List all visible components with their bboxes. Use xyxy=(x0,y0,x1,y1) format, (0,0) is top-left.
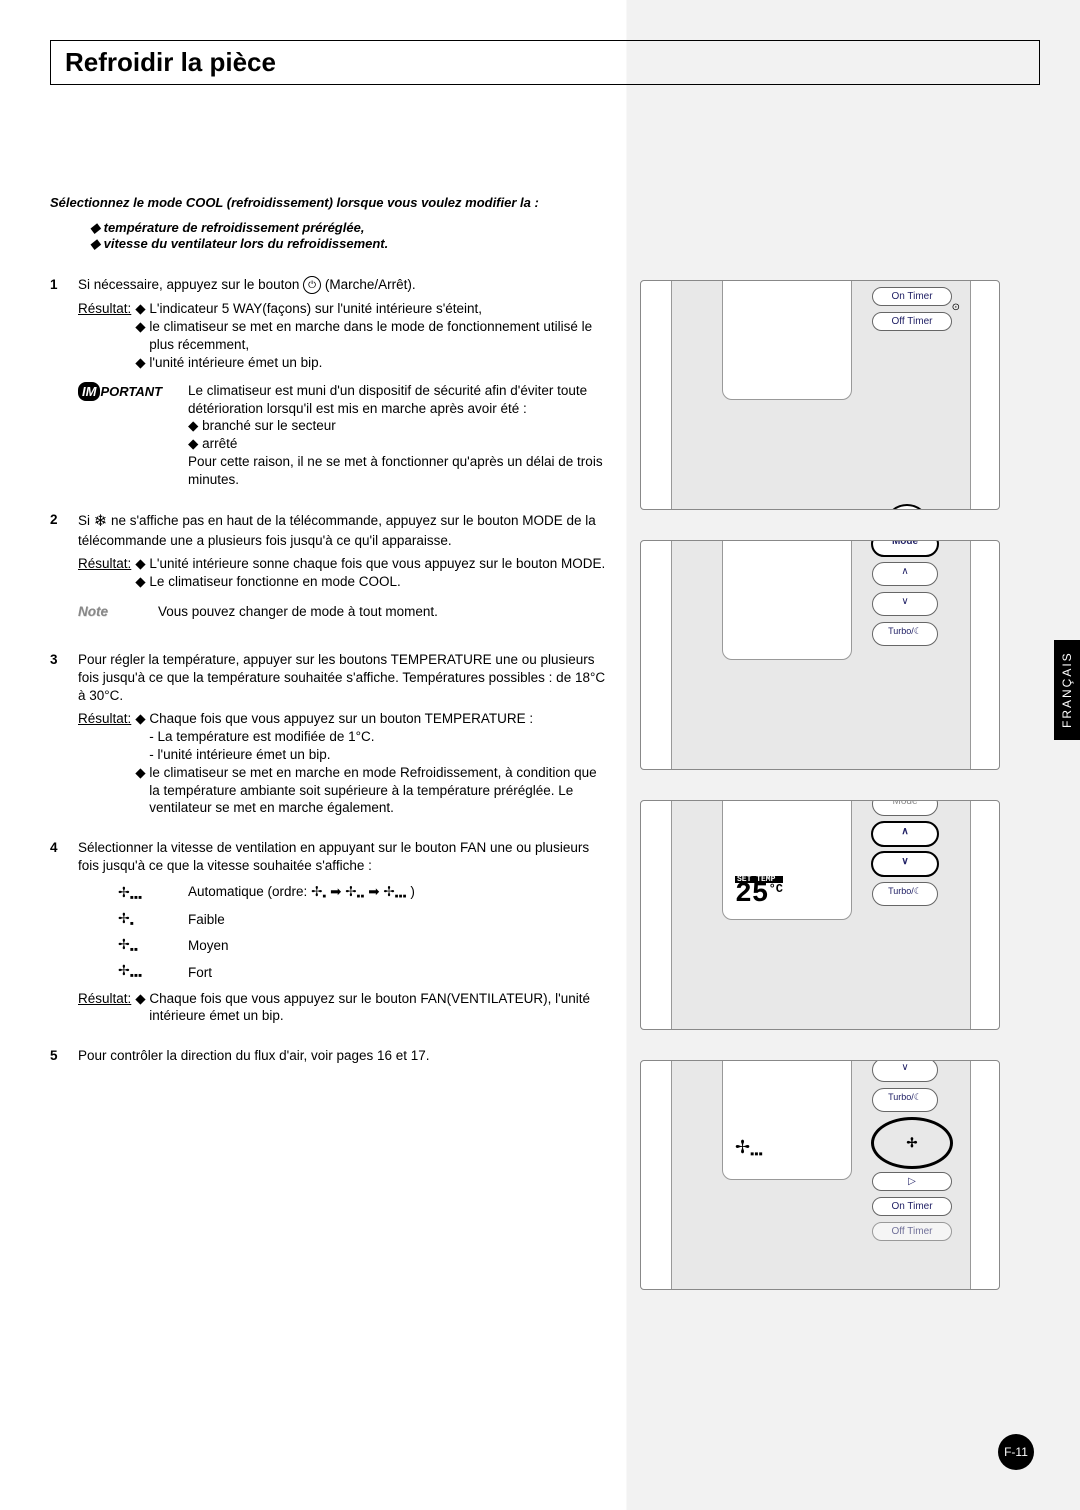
fan-auto-tail: ) xyxy=(410,884,415,899)
step4-text: Sélectionner la vitesse de ventilation e… xyxy=(78,840,589,873)
important-item: arrêté xyxy=(188,435,610,453)
temp-down-button: ∨ xyxy=(872,1060,938,1082)
mode-button: Mode xyxy=(872,540,938,556)
resultat-item: Chaque fois que vous appuyez sur le bout… xyxy=(135,990,610,1026)
temp-down-button: ∨ xyxy=(872,592,938,616)
screen-snowflake-icon: ❄ xyxy=(735,540,750,542)
resultat-item: l'unité intérieure émet un bip. xyxy=(135,354,610,372)
turbo-button: Turbo/☾ xyxy=(872,1088,938,1112)
fan-low: Faible xyxy=(188,911,225,929)
resultat-item: L'indicateur 5 WAY(façons) sur l'unité i… xyxy=(135,300,610,318)
language-tab: FRANÇAIS xyxy=(1054,640,1080,740)
power-icon: ⏻ xyxy=(303,276,321,294)
important-text: Le climatiseur est muni d'un dispositif … xyxy=(188,383,587,416)
resultat-label: Résultat: xyxy=(78,990,131,1026)
screen-fan-icon: ✢▪▪▪ xyxy=(735,1137,763,1161)
temp-display: SET TEMP 25°C xyxy=(735,876,783,905)
fan-med: Moyen xyxy=(188,937,229,955)
step-number: 1 xyxy=(50,276,78,489)
power-button: ⏻ xyxy=(884,504,930,510)
step-4: 4 Sélectionner la vitesse de ventilation… xyxy=(50,839,610,1025)
page-title: Refroidir la pièce xyxy=(65,47,1025,78)
step-number: 5 xyxy=(50,1047,78,1065)
screen-snowflake-icon: ❄ xyxy=(735,800,750,802)
resultat-item: le climatiseur se met en marche en mode … xyxy=(135,764,610,817)
fan-auto-icon: ✢▪▪▪ xyxy=(118,883,168,905)
fan-high: Fort xyxy=(188,964,212,982)
off-timer-button: Off Timer xyxy=(872,312,952,331)
swing-button: ▷ xyxy=(872,280,952,281)
page-title-box: Refroidir la pièce xyxy=(50,40,1040,85)
turbo-button: Turbo/☾ xyxy=(872,882,938,906)
important-item: branché sur le secteur xyxy=(188,417,610,435)
on-timer-button: On Timer xyxy=(872,1197,952,1216)
arrow-icon: ➡ xyxy=(330,884,341,899)
clock-icon: ⊙ xyxy=(952,302,960,313)
step-number: 2 xyxy=(50,511,78,621)
page-number: F-11 xyxy=(998,1434,1034,1470)
note-text: Vous pouvez changer de mode à tout momen… xyxy=(158,603,438,621)
resultat-item: le climatiseur se met en marche dans le … xyxy=(135,318,610,354)
resultat-item: Le climatiseur fonctionne en mode COOL. xyxy=(135,573,610,591)
intro-list: température de refroidissement préréglée… xyxy=(90,220,610,252)
resultat-lead: Chaque fois que vous appuyez sur un bout… xyxy=(135,710,610,728)
remote-4: ✢▪▪▪ ∧ ∨ Turbo/☾ ✢ ▷ On Timer Off Timer xyxy=(640,1060,1000,1290)
intro-item: température de refroidissement préréglée… xyxy=(90,220,610,236)
on-timer-button: On Timer xyxy=(872,287,952,306)
resultat-sub: - l'unité intérieure émet un bip. xyxy=(135,746,610,764)
swing-button: ▷ xyxy=(872,1172,952,1191)
step-number: 3 xyxy=(50,651,78,817)
note-label: Note xyxy=(78,603,158,621)
fan-icon: ✢ xyxy=(907,1135,918,1151)
step2-text-b: ne s'affiche pas en haut de la télécomma… xyxy=(78,513,596,548)
step-3: 3 Pour régler la température, appuyer su… xyxy=(50,651,610,817)
snowflake-icon: ❄ xyxy=(94,513,107,530)
important-tail: Pour cette raison, il ne se met à foncti… xyxy=(188,454,603,487)
fan-med-icon: ✢▪▪ xyxy=(118,935,168,957)
temp-up-button: ∧ xyxy=(872,562,938,586)
step-1: 1 Si nécessaire, appuyez sur le bouton ⏻… xyxy=(50,276,610,489)
resultat-sub: - La température est modifiée de 1°C. xyxy=(135,728,610,746)
fan-button: ✢ xyxy=(872,1118,952,1168)
temp-value: 25 xyxy=(735,879,769,910)
temp-unit: °C xyxy=(769,882,783,896)
temp-down-button: ∨ xyxy=(872,852,938,876)
fan-auto-label: Automatique (ordre: xyxy=(188,884,307,899)
step-number: 4 xyxy=(50,839,78,1025)
arrow-icon: ➡ xyxy=(368,884,379,899)
step-5: 5 Pour contrôler la direction du flux d'… xyxy=(50,1047,610,1065)
remote-2: ❄ Mode ∧ ∨ Turbo/☾ xyxy=(640,540,1000,770)
important-im: IM xyxy=(78,382,100,401)
off-timer-button: Off Timer xyxy=(872,1222,952,1241)
remote-illustrations: ▷ On Timer Off Timer ⊙ 5 Way ⏻ ❄ Mode ∧ xyxy=(640,280,1010,1320)
mode-button: Mode xyxy=(872,800,938,816)
step5-text: Pour contrôler la direction du flux d'ai… xyxy=(78,1048,430,1063)
remote-3: ❄ SET TEMP 25°C Mode ∧ ∨ Turbo/☾ xyxy=(640,800,1000,1030)
resultat-label: Résultat: xyxy=(78,555,131,591)
important-badge: IMPORTANT xyxy=(78,382,188,489)
step2-text-a: Si xyxy=(78,513,94,528)
step-2: 2 Si ❄ ne s'affiche pas en haut de la té… xyxy=(50,511,610,621)
step1-text-a: Si nécessaire, appuyez sur le bouton xyxy=(78,277,303,292)
resultat-label: Résultat: xyxy=(78,710,131,817)
remote-1: ▷ On Timer Off Timer ⊙ 5 Way ⏻ xyxy=(640,280,1000,510)
step3-text: Pour régler la température, appuyer sur … xyxy=(78,652,605,703)
fan-high-icon: ✢▪▪▪ xyxy=(118,961,168,983)
intro-item: vitesse du ventilateur lors du refroidis… xyxy=(90,236,610,252)
turbo-button: Turbo/☾ xyxy=(872,622,938,646)
resultat-label: Résultat: xyxy=(78,300,131,371)
content-column: Sélectionnez le mode COOL (refroidisseme… xyxy=(50,195,610,1065)
important-rest: PORTANT xyxy=(100,384,162,399)
intro-lead: Sélectionnez le mode COOL (refroidisseme… xyxy=(50,195,610,210)
step1-text-b: (Marche/Arrêt). xyxy=(325,277,416,292)
fan-low-icon: ✢▪ xyxy=(118,909,168,931)
resultat-item: L'unité intérieure sonne chaque fois que… xyxy=(135,555,610,573)
power-icon: ⏻ xyxy=(886,506,928,510)
temp-up-button: ∧ xyxy=(872,822,938,846)
